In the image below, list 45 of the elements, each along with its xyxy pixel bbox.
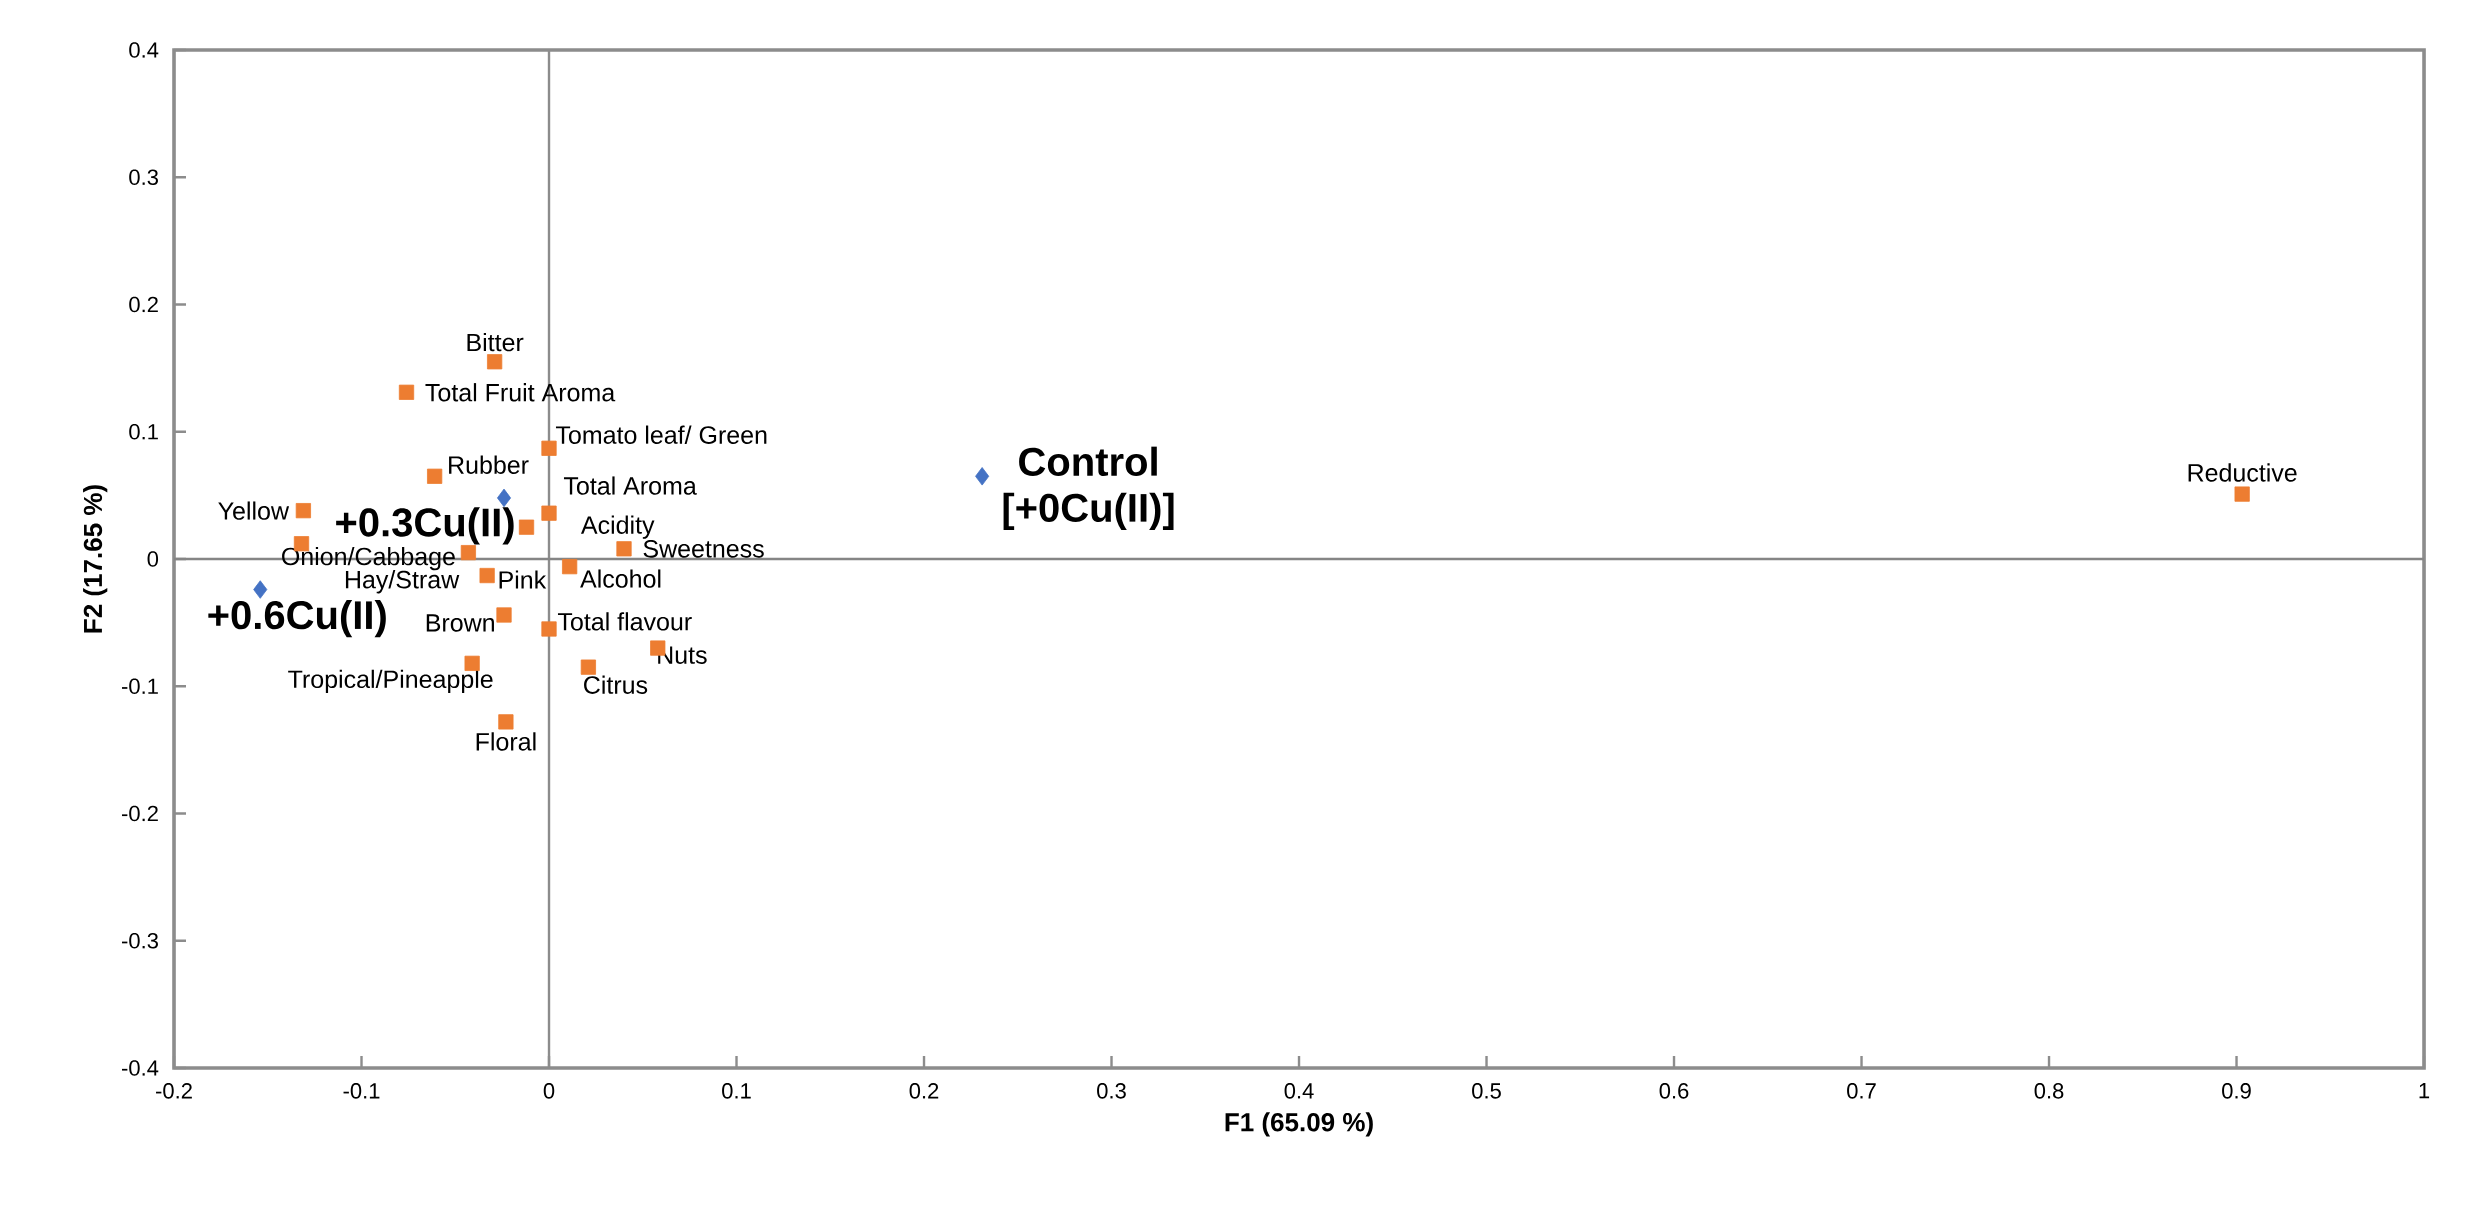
x-tick-label: -0.1 (343, 1083, 380, 1099)
y-tick-label: 0.1 (129, 423, 158, 440)
annotation: Citrus (584, 675, 648, 694)
annotation: Total flavour (557, 612, 692, 631)
annotation: Bitter (467, 332, 524, 352)
x-tick-label: 0.8 (2034, 1083, 2064, 1099)
annotation: Acidity (580, 515, 655, 539)
x-axis-title: F1 (65.09 %) (1225, 1112, 1373, 1137)
y-tick-label: 0.4 (129, 42, 159, 58)
y-tick-label: 0.2 (129, 296, 158, 313)
x-tick-label: 0.7 (1847, 1083, 1876, 1099)
y-tick-label: -0.2 (122, 805, 158, 822)
annotation: Tropical/Pineapple (288, 669, 493, 694)
y-axis-title: F2 (17.65 %) (83, 485, 108, 633)
x-tick-label: 0.3 (1097, 1083, 1126, 1099)
annotation: Total Aroma (563, 476, 697, 495)
x-tick-label: 0.9 (2222, 1083, 2251, 1099)
x-tick-label: 0.4 (1284, 1083, 1314, 1099)
annotation: Sweetness (643, 539, 764, 558)
annotation: Reductive (2188, 463, 2297, 482)
annotation: Hay/Straw (345, 570, 460, 594)
x-tick-label: 0.6 (1659, 1083, 1689, 1099)
annotation: Yellow (218, 501, 290, 520)
y-tick-label: -0.3 (122, 932, 158, 949)
y-tick-label: 0 (147, 551, 159, 567)
annotation: Total Fruit Aroma (425, 383, 616, 402)
y-tick-label: 0.3 (129, 169, 158, 186)
annotation: Onion/Cabbage (282, 546, 455, 571)
x-tick-label: 0.2 (909, 1083, 939, 1099)
annotation: Rubber (449, 455, 529, 474)
x-tick-label: 0.1 (722, 1083, 751, 1099)
annotation: Floral (476, 732, 536, 751)
x-tick-label: 0 (543, 1083, 555, 1099)
y-tick-label: -0.1 (122, 678, 158, 695)
x-tick-label: 0.5 (1472, 1083, 1501, 1099)
annotation: Brown (426, 614, 494, 632)
annotation: Tomato leaf/ Green (555, 425, 767, 444)
annotation: +0.6Cu(II) (208, 599, 386, 638)
annotation: +0.3Cu(II) (336, 507, 514, 545)
y-tick-label: -0.4 (122, 1060, 159, 1076)
annotation: Pink (499, 570, 547, 589)
x-tick-label: -0.2 (156, 1083, 192, 1099)
annotation: Alcohol (580, 569, 661, 588)
x-tick-label: 1 (2419, 1083, 2430, 1099)
annotation: Control [+0Cu(II)] (1003, 446, 1174, 530)
